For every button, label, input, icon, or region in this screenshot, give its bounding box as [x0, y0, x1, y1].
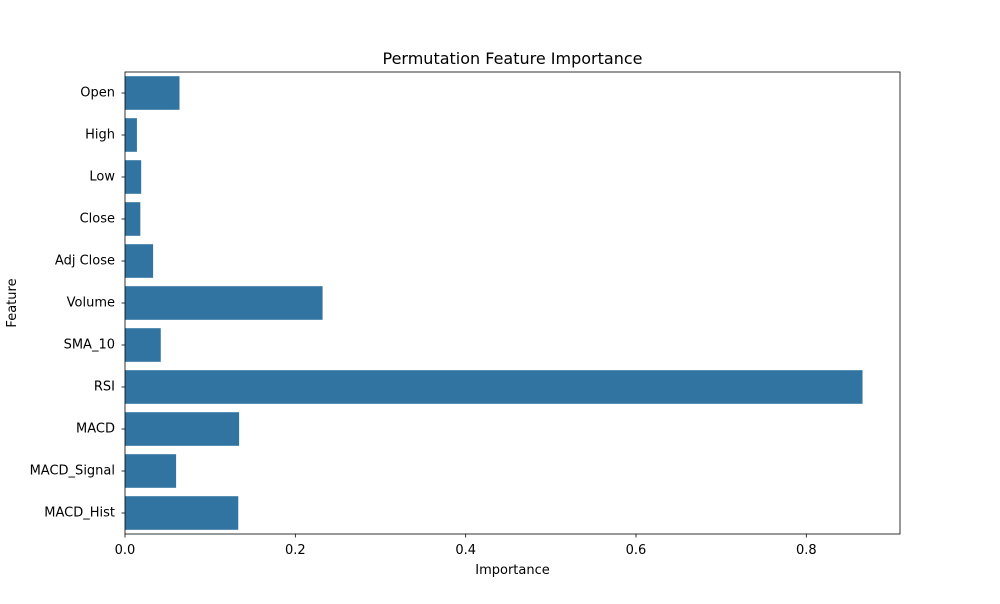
y-tick-label: Adj Close: [55, 254, 115, 269]
y-tick-label: RSI: [94, 380, 115, 395]
plot-frame: [124, 71, 901, 535]
bar-adj-close: [125, 244, 154, 278]
bar-macd-signal: [125, 454, 177, 488]
y-tick-label: SMA_10: [64, 338, 115, 353]
y-tick-label: Volume: [67, 296, 115, 311]
x-axis-label: Importance: [475, 563, 550, 578]
bar-open: [125, 76, 180, 110]
x-tick-label: 0.8: [796, 543, 817, 558]
bar-high: [125, 118, 137, 152]
y-axis-label: Feature: [5, 278, 20, 327]
bar-close: [125, 202, 141, 236]
x-tick-label: 0.6: [626, 543, 647, 558]
y-tick-label: Open: [80, 86, 115, 101]
chart-title: Permutation Feature Importance: [383, 49, 643, 68]
x-axis-ticks: 0.0 0.2 0.4 0.6 0.8: [115, 534, 817, 558]
x-tick-label: 0.2: [285, 543, 306, 558]
y-axis-ticks: Open High Low Close Adj Close Volume SMA_10 RSI…: [30, 86, 125, 521]
x-tick-label: 0.4: [455, 543, 476, 558]
y-tick-label: MACD_Signal: [30, 464, 115, 479]
bar-macd: [125, 412, 240, 446]
y-tick-label: High: [85, 128, 115, 143]
bar-low: [125, 160, 142, 194]
y-tick-label: Low: [89, 170, 115, 185]
bars-group: [125, 76, 863, 530]
bar-volume: [125, 286, 323, 320]
y-tick-label: MACD_Hist: [44, 506, 115, 521]
bar-rsi: [125, 370, 863, 404]
bar-sma-10: [125, 328, 161, 362]
x-tick-label: 0.0: [115, 543, 136, 558]
y-tick-label: MACD: [76, 422, 115, 437]
bar-macd-hist: [125, 496, 239, 530]
y-tick-label: Close: [80, 212, 115, 227]
